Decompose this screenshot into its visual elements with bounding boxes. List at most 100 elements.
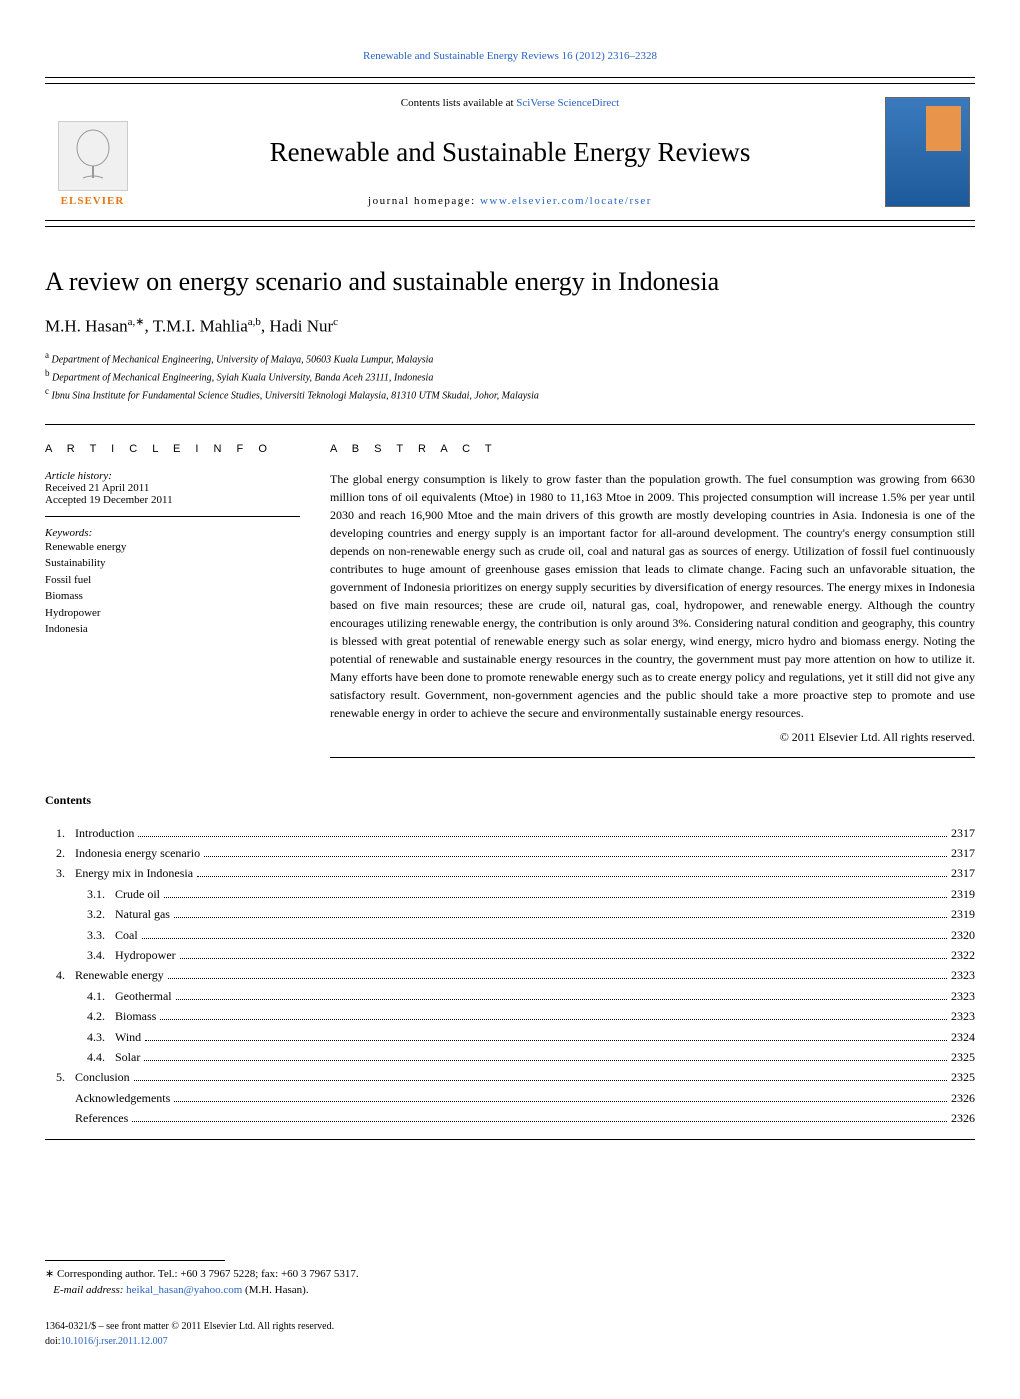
abstract-bottom-rule	[330, 757, 975, 758]
toc-row: 3.Energy mix in Indonesia2317	[45, 863, 975, 883]
toc-row: 3.3.Coal2320	[45, 925, 975, 945]
corresponding-mark: ∗	[45, 1268, 54, 1280]
elsevier-logo: ELSEVIER	[45, 92, 140, 212]
contents-heading: Contents	[45, 793, 975, 808]
toc-dots	[164, 897, 947, 898]
doi-link[interactable]: 10.1016/j.rser.2011.12.007	[61, 1336, 168, 1347]
toc-row: 4.1.Geothermal2323	[45, 986, 975, 1006]
received-date: Received 21 April 2011	[45, 482, 300, 494]
toc-title: Natural gas	[115, 904, 170, 924]
toc-page: 2319	[951, 904, 975, 924]
toc-title: Hydropower	[115, 945, 176, 965]
toc-dots	[174, 1101, 947, 1102]
top-rule	[45, 77, 975, 78]
journal-name: Renewable and Sustainable Energy Reviews	[150, 137, 870, 168]
toc-end-rule	[45, 1139, 975, 1140]
toc-dots	[145, 1040, 947, 1041]
toc-page: 2326	[951, 1088, 975, 1108]
author-1-marks: a,∗	[128, 316, 145, 328]
footer-meta: 1364-0321/$ – see front matter © 2011 El…	[45, 1319, 975, 1349]
table-of-contents: 1.Introduction23172.Indonesia energy sce…	[45, 823, 975, 1129]
abstract-text: The global energy consumption is likely …	[330, 470, 975, 722]
affiliation-a-text: Department of Mechanical Engineering, Un…	[52, 354, 434, 365]
corresponding-text: Corresponding author. Tel.: +60 3 7967 5…	[54, 1268, 358, 1280]
toc-subnumber: 3.4.	[75, 945, 115, 965]
toc-title: Biomass	[115, 1006, 156, 1026]
toc-title: References	[75, 1108, 128, 1128]
toc-subnumber: 4.4.	[75, 1047, 115, 1067]
toc-row: 4.3.Wind2324	[45, 1027, 975, 1047]
toc-subnumber: 4.1.	[75, 986, 115, 1006]
toc-number: 4.	[45, 965, 75, 985]
toc-title: Conclusion	[75, 1067, 130, 1087]
toc-title: Energy mix in Indonesia	[75, 863, 193, 883]
toc-title: Geothermal	[115, 986, 172, 1006]
toc-number: 1.	[45, 823, 75, 843]
toc-page: 2323	[951, 965, 975, 985]
toc-dots	[168, 978, 947, 979]
toc-subnumber: 3.2.	[75, 904, 115, 924]
toc-page: 2324	[951, 1027, 975, 1047]
affiliation-b-text: Department of Mechanical Engineering, Sy…	[52, 372, 433, 383]
author-3: Hadi Nur	[269, 317, 333, 336]
toc-title: Crude oil	[115, 884, 160, 904]
abstract-copyright: © 2011 Elsevier Ltd. All rights reserved…	[330, 730, 975, 745]
affiliation-b-mark: b	[45, 368, 50, 378]
article-title: A review on energy scenario and sustaina…	[45, 267, 975, 297]
doi-line: doi:10.1016/j.rser.2011.12.007	[45, 1334, 975, 1349]
toc-row: 1.Introduction2317	[45, 823, 975, 843]
keyword: Sustainability	[45, 555, 300, 572]
toc-subnumber: 4.2.	[75, 1006, 115, 1026]
toc-page: 2322	[951, 945, 975, 965]
affiliation-c-text: Ibnu Sina Institute for Fundamental Scie…	[52, 391, 539, 402]
toc-row: 2.Indonesia energy scenario 2317	[45, 843, 975, 863]
footer: ∗ Corresponding author. Tel.: +60 3 7967…	[45, 1260, 975, 1349]
toc-title: Renewable energy	[75, 965, 164, 985]
toc-subnumber: 3.3.	[75, 925, 115, 945]
contents-available-line: Contents lists available at SciVerse Sci…	[150, 97, 870, 109]
article-history-block: Article history: Received 21 April 2011 …	[45, 470, 300, 517]
toc-title: Indonesia energy scenario	[75, 843, 200, 863]
toc-title: Coal	[115, 925, 138, 945]
homepage-line: journal homepage: www.elsevier.com/locat…	[150, 195, 870, 207]
email-link[interactable]: heikal_hasan@yahoo.com	[126, 1284, 242, 1296]
toc-page: 2317	[951, 823, 975, 843]
toc-page: 2323	[951, 1006, 975, 1026]
toc-number: 5.	[45, 1067, 75, 1087]
affiliation-a-mark: a	[45, 350, 49, 360]
toc-subnumber: 3.1.	[75, 884, 115, 904]
author-2: T.M.I. Mahlia	[153, 317, 248, 336]
author-1: M.H. Hasan	[45, 317, 128, 336]
toc-page: 2319	[951, 884, 975, 904]
article-info-heading: A R T I C L E I N F O	[45, 443, 300, 455]
elsevier-text: ELSEVIER	[61, 195, 125, 207]
toc-dots	[176, 999, 947, 1000]
toc-number: 2.	[45, 843, 75, 863]
accepted-date: Accepted 19 December 2011	[45, 494, 300, 506]
toc-row: 4.Renewable energy 2323	[45, 965, 975, 985]
abstract-column: A B S T R A C T The global energy consum…	[330, 425, 975, 758]
toc-dots	[180, 958, 947, 959]
toc-dots	[160, 1019, 947, 1020]
toc-row: 3.2.Natural gas 2319	[45, 904, 975, 924]
toc-row: Acknowledgements2326	[45, 1088, 975, 1108]
toc-dots	[138, 836, 947, 837]
affiliations: a Department of Mechanical Engineering, …	[45, 349, 975, 404]
toc-title: Solar	[115, 1047, 140, 1067]
author-2-marks: a,b	[248, 316, 261, 328]
keywords-list: Renewable energy Sustainability Fossil f…	[45, 539, 300, 638]
author-3-marks: c	[333, 316, 338, 328]
authors-line: M.H. Hasana,∗, T.M.I. Mahliaa,b, Hadi Nu…	[45, 315, 975, 337]
keyword: Biomass	[45, 588, 300, 605]
affiliation-b: b Department of Mechanical Engineering, …	[45, 367, 975, 385]
toc-dots	[197, 876, 947, 877]
toc-row: 4.4.Solar2325	[45, 1047, 975, 1067]
header-citation: Renewable and Sustainable Energy Reviews…	[45, 50, 975, 62]
toc-dots	[144, 1060, 947, 1061]
toc-page: 2317	[951, 843, 975, 863]
keywords-label: Keywords:	[45, 527, 300, 539]
toc-row: 4.2.Biomass 2323	[45, 1006, 975, 1026]
homepage-link[interactable]: www.elsevier.com/locate/rser	[480, 195, 652, 207]
sciencedirect-link[interactable]: SciVerse ScienceDirect	[516, 97, 619, 109]
keyword: Renewable energy	[45, 539, 300, 556]
